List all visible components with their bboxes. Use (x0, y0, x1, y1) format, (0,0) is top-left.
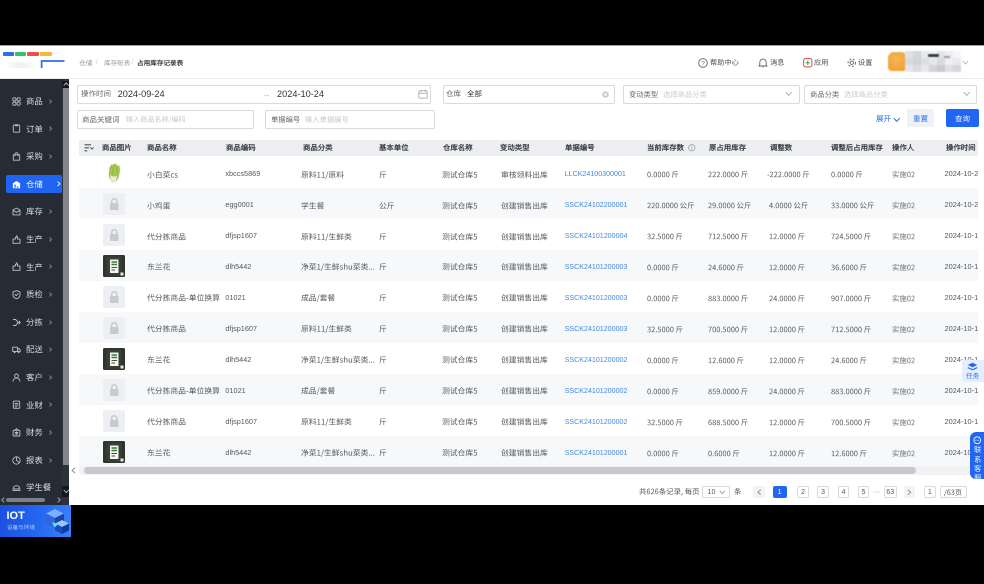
svg-text:?: ? (701, 61, 705, 68)
